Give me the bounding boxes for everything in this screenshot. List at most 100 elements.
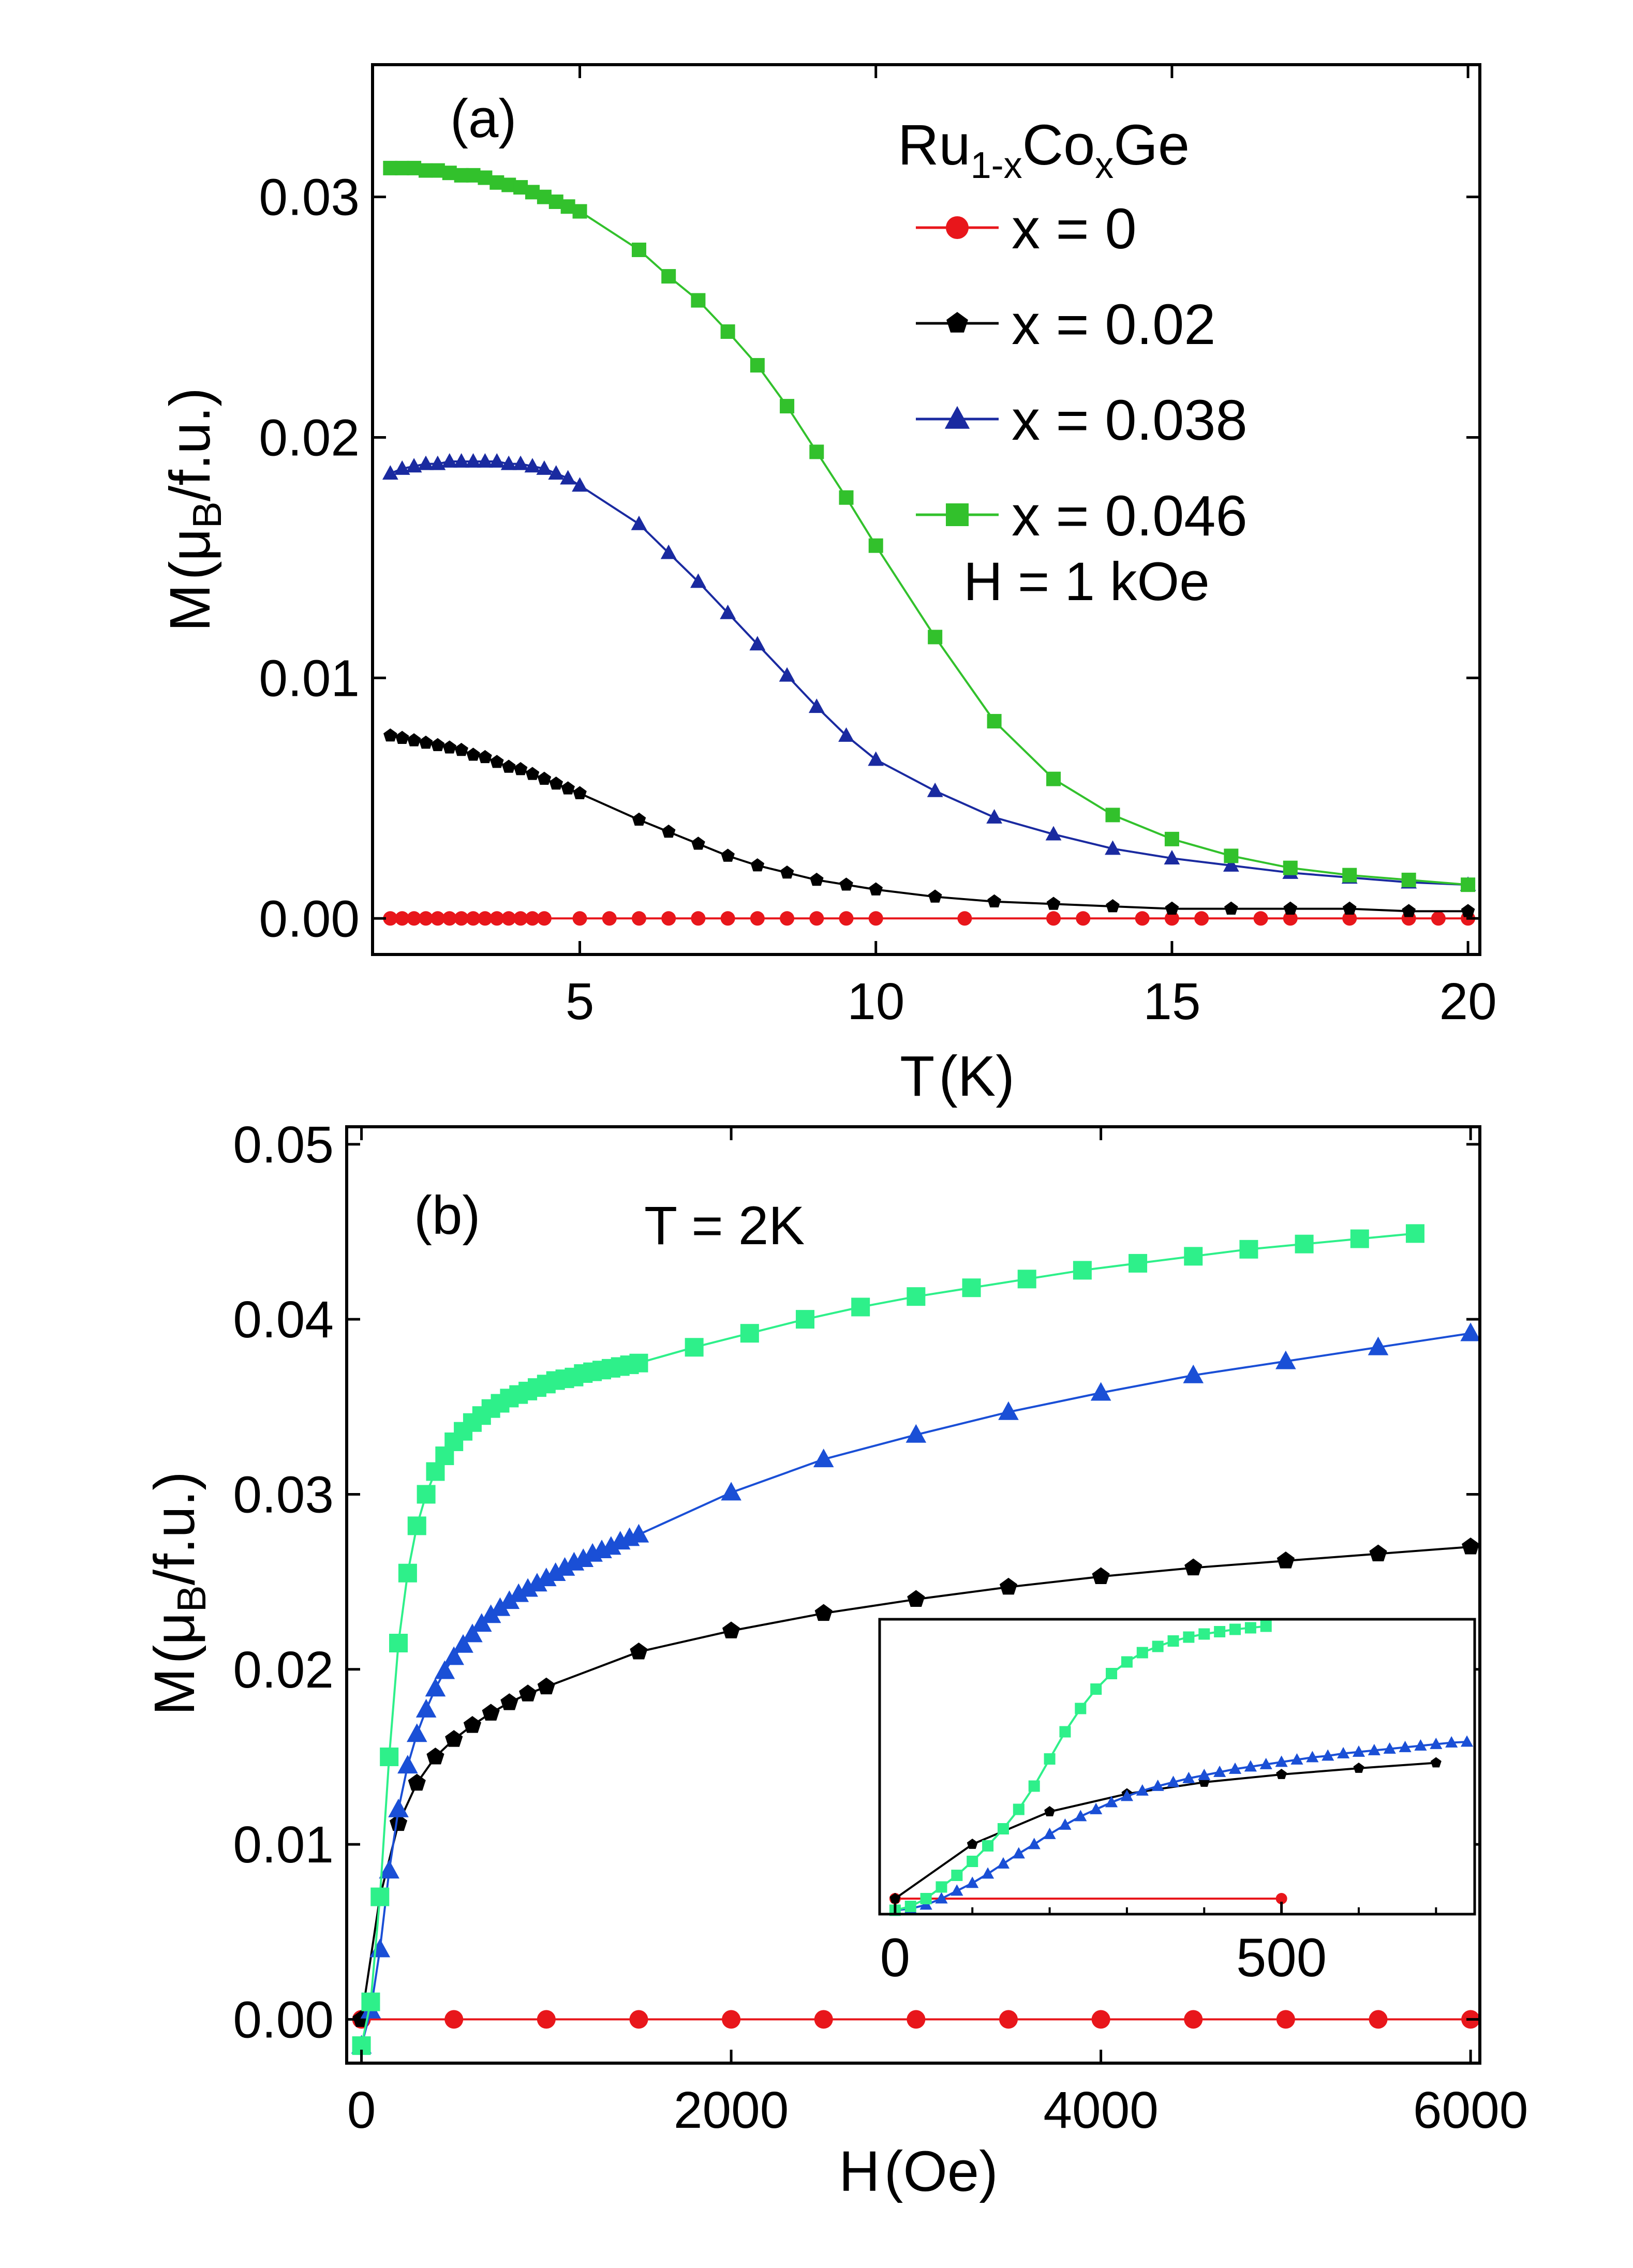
panel-b-series-1-point <box>482 1704 500 1721</box>
panel-a-series-2-point <box>749 636 766 651</box>
panel-b-xlabel: H(Oe) <box>839 2140 998 2203</box>
panel-a-series-0-point <box>489 911 504 926</box>
panel-b-ytick-label: 0.03 <box>233 1466 334 1524</box>
legend-item-label: x = 0.038 <box>1012 389 1248 452</box>
panel-a-series-1-point <box>501 759 516 773</box>
inset-series-2-point <box>966 1876 979 1888</box>
panel-a-series-0-point <box>780 911 795 926</box>
panel-a-series-3-point <box>1461 877 1476 892</box>
panel-a-ylabel-post: /f.u.) <box>158 387 222 501</box>
panel-b-series-2-point <box>388 1798 409 1817</box>
panel-b-series-3-point <box>685 1338 704 1357</box>
panel-b-series-2-point <box>554 1557 575 1576</box>
panel-b-series-1-point <box>630 1642 648 1660</box>
panel-a-series-0-point <box>1342 911 1357 926</box>
panel-a-series-3-point <box>631 242 646 257</box>
legend-title-co: Co <box>1022 113 1095 177</box>
panel-a-series-1-point <box>513 762 528 775</box>
panel-a-series-0-point <box>661 911 676 926</box>
panel-a-series-2-point <box>441 453 458 468</box>
panel-a-series-0-point <box>868 911 883 926</box>
inset-series-1-point <box>967 1839 978 1849</box>
legend-item-marker <box>946 503 969 526</box>
panel-a-series-1-point <box>430 738 445 751</box>
inset-series-2-point <box>1012 1847 1025 1859</box>
inset-series-1-point <box>1044 1806 1056 1816</box>
panel-a-series-3-point <box>1046 771 1061 786</box>
inset-series-3-point <box>1059 1726 1071 1738</box>
legend-item-marker <box>944 406 970 429</box>
inset-series-3-point <box>1229 1623 1241 1635</box>
inset-series-3-point <box>936 1881 947 1893</box>
inset-series-3-point <box>1028 1780 1040 1792</box>
panel-a-series-1-point <box>419 735 433 749</box>
panel-b-series-1-point <box>999 1577 1018 1595</box>
panel-a-series-2-point <box>548 465 565 480</box>
panel-a-series-1-point <box>1283 901 1298 915</box>
panel-b-series-0-point <box>999 2010 1018 2029</box>
legend-title: Ru1-xCoxGe <box>898 113 1190 186</box>
inset-series-1-point <box>889 1893 901 1903</box>
panel-a-field-annotation: H = 1 kOe <box>963 551 1210 612</box>
inset-series-3-point <box>1260 1620 1272 1632</box>
panel-a-series-1-point <box>454 742 468 756</box>
panel-a-series-0-point <box>1253 911 1268 926</box>
panel-a-series-1-point <box>490 755 504 768</box>
panel-b-ylabel: M(μB/f.u.) <box>143 1471 214 1715</box>
panel-b-series-0-point <box>629 2010 648 2029</box>
inset-series-2-point <box>997 1857 1010 1869</box>
panel-a-series-0-point <box>501 911 516 926</box>
legend-item-marker <box>946 216 969 239</box>
inset-series-2-point <box>1322 1749 1334 1761</box>
panel-a-series-0-point <box>809 911 824 926</box>
inset-series-2-point <box>1136 1784 1149 1796</box>
inset-series-2-point <box>1028 1838 1041 1849</box>
panel-b-series-3-point <box>962 1278 981 1297</box>
panel-a-series-2-point <box>524 458 541 473</box>
panel-b-series-2-point <box>813 1449 834 1468</box>
panel-b-series-2-point <box>499 1590 520 1609</box>
panel-a-series-2-point <box>868 751 884 766</box>
inset-series-2-point <box>1383 1742 1396 1754</box>
panel-b-series-1-point <box>389 1814 408 1831</box>
inset-series-2-point <box>1167 1775 1180 1787</box>
panel-b-series-1-point <box>814 1604 833 1621</box>
panel-b-series-1-point <box>907 1590 925 1607</box>
panel-a-series-0-point <box>1431 911 1446 926</box>
panel-a-series-0-point <box>430 911 445 926</box>
panel-a-series-1-point <box>928 889 942 903</box>
inset-series-2-point <box>1460 1735 1474 1747</box>
panel-a-series-2-point <box>779 667 795 682</box>
panel-a-series-1-point <box>407 733 421 747</box>
inset-series-2-point <box>1414 1739 1427 1751</box>
inset-series-layer <box>888 1620 1474 1916</box>
panel-a-series-3-point <box>839 490 854 505</box>
panel-b-ytick-label: 0.02 <box>233 1641 334 1699</box>
panel-a-series-0-point <box>525 911 540 926</box>
legend-items: x = 0 x = 0.02 x = 0.038 x = 0.046 <box>916 197 1248 548</box>
inset-series-2-point <box>1182 1771 1195 1783</box>
panel-a-series-2-point <box>986 809 1003 824</box>
panel-a-legend: Ru1-xCoxGe x = 0 x = 0.02 x = 0.038 x = 0.0… <box>898 113 1248 548</box>
panel-a-series-2-point <box>560 470 576 485</box>
inset-series-2-point <box>1445 1736 1458 1748</box>
inset-series-3-point <box>920 1893 932 1904</box>
panel-b-series-0-point <box>1184 2010 1203 2029</box>
inset-series-2-point <box>1151 1779 1164 1791</box>
inset-series-1-point <box>1353 1763 1364 1773</box>
inset-frame <box>878 1618 1476 1916</box>
panel-a-series-2-point <box>500 455 517 470</box>
panel-a-series-0-point <box>631 911 646 926</box>
panel-a-series-2-point <box>927 782 943 797</box>
legend-item-3: x = 0.046 <box>916 484 1248 548</box>
panel-a-series-2-point <box>536 460 553 475</box>
panel-a-series-1-point <box>1224 901 1238 915</box>
inset-series-3-point <box>1214 1626 1226 1637</box>
legend-item-label: x = 0.046 <box>1012 484 1248 548</box>
panel-b-ytick-label: 0.05 <box>233 1116 334 1174</box>
legend-title-ru: Ru <box>898 113 971 177</box>
panel-a-series-3-point <box>1342 868 1357 883</box>
panel-a-series-0-point <box>957 911 972 926</box>
panel-b-series-2-point <box>1183 1364 1204 1383</box>
